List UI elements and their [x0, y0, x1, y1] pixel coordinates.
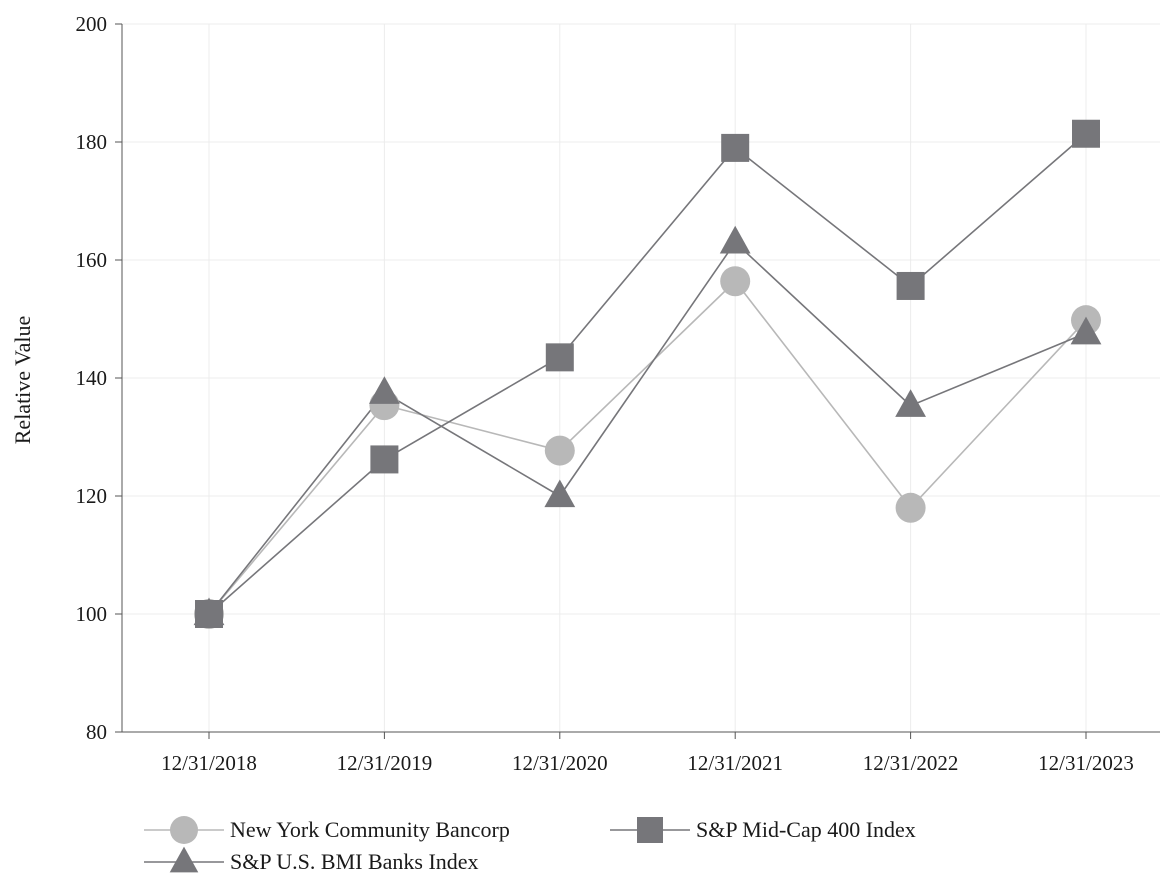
- legend-item-s-p-u-s-bmi-banks-index: S&P U.S. BMI Banks Index: [144, 846, 479, 874]
- y-tick-label: 140: [76, 366, 108, 390]
- data-point-triangle: [193, 597, 225, 626]
- legend-item-new-york-community-bancorp: New York Community Bancorp: [144, 816, 510, 844]
- x-tick-label: 12/31/2018: [161, 751, 257, 775]
- legend-label: S&P U.S. BMI Banks Index: [230, 849, 479, 874]
- data-point-triangle: [1070, 316, 1102, 345]
- y-axis-ticks: 80 100 120 140 160 180 200: [76, 12, 122, 744]
- data-point-square: [370, 445, 399, 474]
- series-s-p-u-s-bmi-banks-index: [208, 241, 1087, 615]
- x-axis-ticks: 12/31/2018 12/31/2019 12/31/2020 12/31/2021…: [161, 732, 1134, 775]
- series-line-s-p-mid-cap-400-index: [208, 133, 1087, 615]
- y-tick-label: 200: [76, 12, 108, 36]
- data-point-square: [545, 343, 574, 372]
- y-axis-title: Relative Value: [10, 316, 35, 445]
- legend-label: S&P Mid-Cap 400 Index: [696, 817, 916, 842]
- data-point-square: [1072, 119, 1100, 148]
- x-tick-label: 12/31/2023: [1038, 751, 1134, 775]
- legend: New York Community Bancorp S&P Mid-Cap 40…: [144, 816, 916, 874]
- legend-label: New York Community Bancorp: [230, 817, 510, 842]
- series: [193, 119, 1102, 629]
- series-new-york-community-bancorp: [208, 280, 1087, 615]
- series-s-p-mid-cap-400-index: [208, 133, 1087, 615]
- data-point-square: [896, 271, 925, 300]
- legend-marker-circle: [170, 816, 198, 844]
- y-tick-label: 160: [76, 248, 108, 272]
- x-tick-label: 12/31/2020: [512, 751, 608, 775]
- y-tick-label: 120: [76, 484, 108, 508]
- x-tick-label: 12/31/2022: [863, 751, 959, 775]
- legend-item-s-p-mid-cap-400-index: S&P Mid-Cap 400 Index: [610, 817, 916, 843]
- data-point-circle: [720, 266, 751, 297]
- data-point-triangle: [895, 389, 926, 417]
- series-markers-new-york-community-bancorp: [194, 266, 1101, 629]
- series-line-s-p-u-s-bmi-banks-index: [208, 241, 1087, 615]
- y-tick-label: 180: [76, 130, 108, 154]
- data-point-triangle: [369, 376, 400, 404]
- series-markers-s-p-u-s-bmi-banks-index: [193, 225, 1102, 626]
- data-point-circle: [895, 492, 926, 523]
- data-point-triangle: [544, 479, 576, 508]
- y-tick-label: 80: [86, 720, 107, 744]
- data-point-triangle: [719, 225, 751, 254]
- legend-marker-square: [637, 817, 663, 843]
- data-point-circle: [544, 435, 575, 466]
- series-line-new-york-community-bancorp: [208, 280, 1087, 615]
- series-markers-s-p-mid-cap-400-index: [195, 119, 1100, 628]
- x-tick-label: 12/31/2019: [337, 751, 433, 775]
- data-point-square: [721, 133, 750, 162]
- y-tick-label: 100: [76, 602, 108, 626]
- legend-marker-triangle: [169, 846, 199, 873]
- x-tick-label: 12/31/2021: [687, 751, 783, 775]
